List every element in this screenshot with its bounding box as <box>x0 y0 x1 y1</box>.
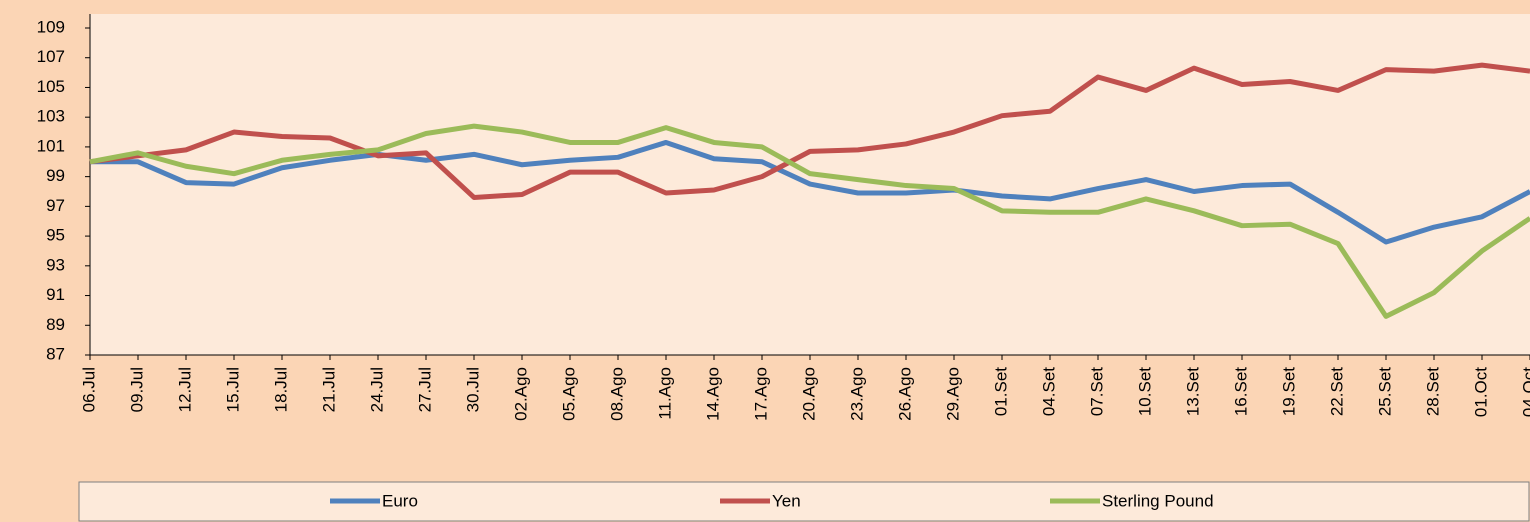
x-tick-label: 07.Set <box>1087 367 1106 416</box>
series-line <box>89 123 1530 319</box>
x-tick-label: 26.Ago <box>895 367 914 421</box>
x-tick-label: 13.Set <box>1183 367 1202 416</box>
x-tick-label: 20.Ago <box>799 367 818 421</box>
y-tick-label: 87 <box>46 344 65 363</box>
x-tick-label: 27.Jul <box>415 367 434 412</box>
x-tick-label: 15.Jul <box>223 367 242 412</box>
x-tick-label: 11.Ago <box>655 367 674 420</box>
x-tick-label: 22.Set <box>1327 367 1346 416</box>
y-tick-label: 95 <box>46 226 65 245</box>
x-tick-label: 16.Set <box>1231 367 1250 416</box>
x-tick-label: 12.Jul <box>175 367 194 412</box>
y-tick-label: 91 <box>46 285 65 304</box>
x-tick-label: 04.Oct <box>1519 367 1530 417</box>
x-tick-label: 23.Ago <box>847 367 866 421</box>
x-tick-label: 28.Set <box>1423 367 1442 416</box>
x-tick-label: 18.Jul <box>271 367 290 412</box>
legend-label: Euro <box>382 491 418 510</box>
x-tick-label: 02.Ago <box>511 367 530 421</box>
x-tick-label: 29.Ago <box>943 367 962 421</box>
x-tick-label: 10.Set <box>1135 367 1154 416</box>
series-line <box>89 62 1530 200</box>
y-tick-label: 103 <box>37 107 65 126</box>
legend-label: Yen <box>772 491 801 510</box>
y-tick-label: 107 <box>37 47 65 66</box>
x-tick-label: 14.Ago <box>703 367 722 421</box>
y-tick-label: 93 <box>46 255 65 274</box>
x-tick-label: 06.Jul <box>79 367 98 412</box>
y-tick-label: 109 <box>37 17 65 36</box>
x-tick-label: 19.Set <box>1279 367 1298 416</box>
legend-box <box>78 481 1530 522</box>
y-tick-label: 97 <box>46 196 65 215</box>
x-tick-label: 24.Jul <box>367 367 386 412</box>
y-tick-label: 101 <box>37 136 65 155</box>
x-tick-label: 09.Jul <box>127 367 146 412</box>
x-tick-label: 05.Ago <box>559 367 578 421</box>
x-tick-label: 25.Set <box>1375 367 1394 416</box>
legend-label: Sterling Pound <box>1102 491 1214 510</box>
x-tick-label: 01.Set <box>991 367 1010 416</box>
x-tick-label: 17.Ago <box>751 367 770 421</box>
y-tick-label: 105 <box>37 77 65 96</box>
x-tick-label: 08.Ago <box>607 367 626 421</box>
x-tick-label: 04.Set <box>1039 367 1058 416</box>
y-tick-label: 89 <box>46 315 65 334</box>
series-line <box>90 139 1530 245</box>
x-tick-label: 01.Oct <box>1471 367 1490 417</box>
x-tick-label: 21.Jul <box>319 367 338 412</box>
x-tick-label: 30.Jul <box>463 367 482 412</box>
y-tick-label: 99 <box>46 166 65 185</box>
